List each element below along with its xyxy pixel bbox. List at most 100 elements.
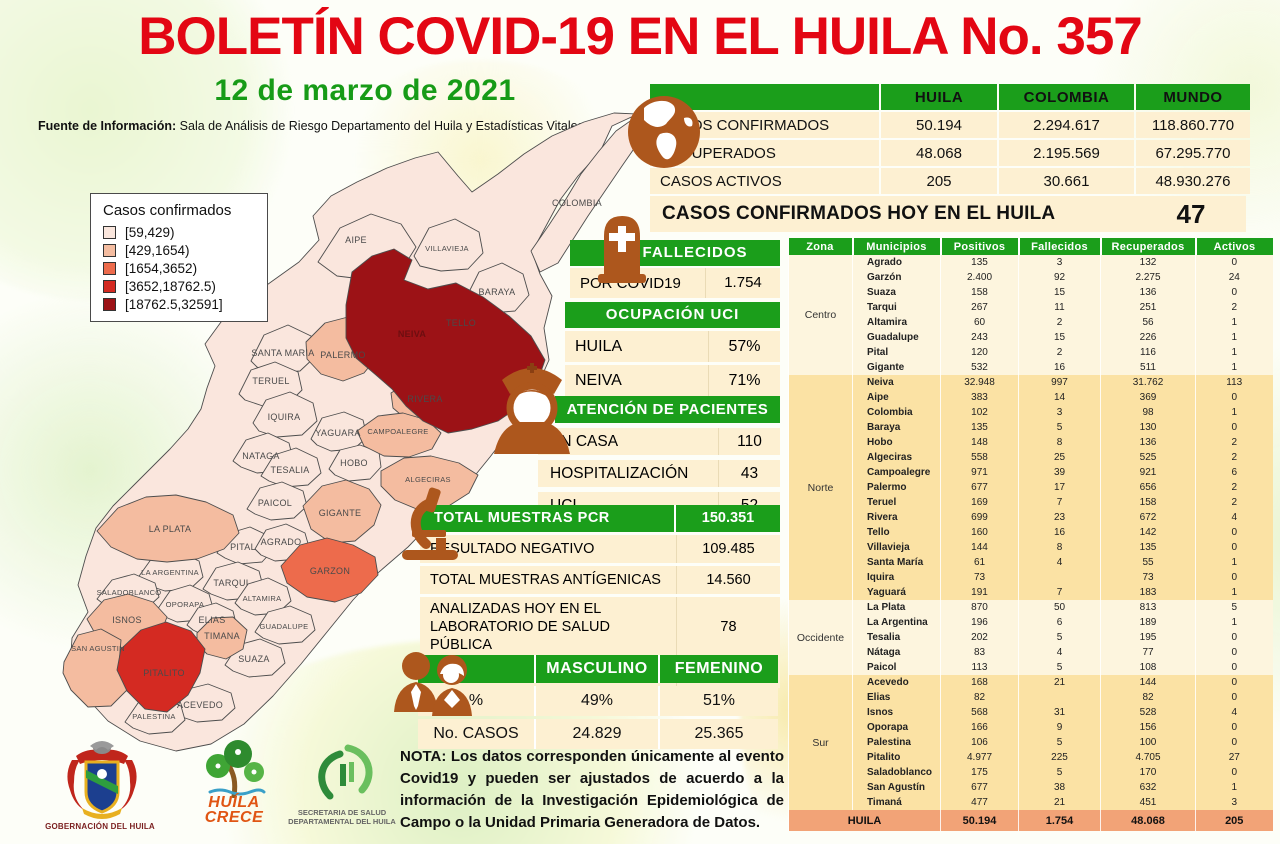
- cell-value: 5: [1018, 765, 1101, 780]
- table-row: Baraya 135 5 130 0: [789, 420, 1273, 435]
- table-row: Gigante 532 16 511 1: [789, 360, 1273, 375]
- cell-value: 0: [1195, 690, 1273, 705]
- cell-value: 1: [1195, 330, 1273, 345]
- cell-value: 369: [1100, 390, 1196, 405]
- cell-value: 2: [1195, 435, 1273, 450]
- legend-range: [59,429): [125, 225, 175, 240]
- today-label: CASOS CONFIRMADOS HOY EN EL HUILA: [662, 203, 1056, 224]
- municipality-name: Oporapa: [852, 720, 941, 735]
- map-label: GIGANTE: [319, 508, 362, 518]
- cell-value: 38: [1018, 780, 1101, 795]
- col-activos: Activos: [1194, 238, 1273, 255]
- municipality-name: Suaza: [852, 285, 941, 300]
- total-activos: 205: [1195, 810, 1273, 831]
- map-region-hobo: [328, 444, 382, 482]
- municipality-name: Rivera: [852, 510, 941, 525]
- cell-value: 189: [1100, 615, 1196, 630]
- cell-value: 243: [940, 330, 1019, 345]
- col-positivos: Positivos: [939, 238, 1019, 255]
- map-label: YAGUARA: [315, 428, 360, 438]
- map-label: NEIVA: [398, 329, 427, 339]
- cell-value: 170: [1100, 765, 1196, 780]
- map-region-tesalia: [260, 447, 322, 488]
- pcr-header-label: TOTAL MUESTRAS PCR: [420, 505, 676, 532]
- cell-value: 102: [940, 405, 1019, 420]
- total-label: HUILA: [788, 810, 941, 831]
- cell-value: 98: [1100, 405, 1196, 420]
- map-label: ALGECIRAS: [405, 475, 451, 484]
- map-region-iquira: [252, 391, 318, 438]
- cell-value: 175: [940, 765, 1019, 780]
- cell-value: 55: [1100, 555, 1196, 570]
- cell-value: 21: [1018, 675, 1101, 690]
- uci-row: NEIVA 71%: [565, 365, 780, 396]
- municipality-name: Tesalia: [852, 630, 941, 645]
- municipality-name: Elias: [852, 690, 941, 705]
- cell-value: 225: [1018, 750, 1101, 765]
- municipality-name: Villavieja: [852, 540, 941, 555]
- map-region-altamira: [234, 577, 292, 616]
- cell-value: 31: [1018, 705, 1101, 720]
- map-label: IQUIRA: [268, 412, 301, 422]
- municipality-name: Tello: [852, 525, 941, 540]
- map-label: PAICOL: [258, 498, 292, 508]
- total-recuperados: 48.068: [1100, 810, 1196, 831]
- cell-value: 8: [1018, 435, 1101, 450]
- table-row: Altamira 60 2 56 1: [789, 315, 1273, 330]
- cell-value: 82: [1100, 690, 1196, 705]
- table-row: Campoalegre 971 39 921 6: [789, 465, 1273, 480]
- map-label: AGRADO: [261, 537, 302, 547]
- cell-value: 202: [940, 630, 1019, 645]
- municipality-name: Santa María: [852, 555, 941, 570]
- gender-table: MASCULINO FEMENINO % 49% 51% No. CASOS 2…: [418, 655, 778, 749]
- note-text: NOTA: Los datos corresponden únicamente …: [400, 748, 784, 831]
- zone-table-body: Centro Agrado 135 3 132 0 Garzón 2.400 92 2.275 24…: [788, 255, 1273, 810]
- table-row: Pitalito 4.977 225 4.705 27: [789, 750, 1273, 765]
- secretaria-line1: SECRETARIA DE SALUD: [297, 808, 387, 817]
- cell-value: 1: [1195, 615, 1273, 630]
- cell-value: 0: [1195, 765, 1273, 780]
- cell-value: 25: [1018, 450, 1101, 465]
- cell-value: 7: [1018, 585, 1101, 600]
- map-label: ACEVEDO: [177, 700, 223, 710]
- cell-value: 15: [1018, 285, 1101, 300]
- table-row: Tesalia 202 5 195 0: [789, 630, 1273, 645]
- cell-value: 677: [940, 480, 1019, 495]
- cell-value: 672: [1100, 510, 1196, 525]
- cell-value: 2: [1018, 345, 1101, 360]
- pcr-label: TOTAL MUESTRAS ANTÍGENICAS: [430, 572, 661, 588]
- municipality-name: Garzón: [852, 270, 941, 285]
- legend-range: [3652,18762.5): [125, 279, 216, 294]
- cell-value: [1018, 690, 1101, 705]
- municipality-name: Palestina: [852, 735, 941, 750]
- legend-title: Casos confirmados: [103, 202, 232, 219]
- cell-value: 116: [1100, 345, 1196, 360]
- map-label: PITAL: [230, 542, 256, 552]
- summary-header-huila: HUILA: [881, 84, 997, 110]
- cell-value: 971: [940, 465, 1019, 480]
- table-header-row: Zona Municipios Positivos Fallecidos Rec…: [788, 238, 1273, 255]
- cell-value: 14: [1018, 390, 1101, 405]
- table-row: Saladoblanco 175 5 170 0: [789, 765, 1273, 780]
- huila-crece-line2: CRECE: [204, 809, 264, 826]
- cell-value: 3: [1195, 795, 1273, 810]
- cell-value: 0: [1195, 525, 1273, 540]
- municipality-name: Timaná: [852, 795, 941, 810]
- zone-name: Sur: [788, 675, 853, 810]
- cell-value: 3: [1018, 255, 1101, 270]
- map-label: TERUEL: [252, 376, 289, 386]
- atencion-label: HOSPITALIZACIÓN: [550, 464, 689, 482]
- map-label: PALESTINA: [132, 712, 175, 721]
- cell-value: 4.705: [1100, 750, 1196, 765]
- gobernacion-del-huila-logo: [67, 741, 137, 819]
- pcr-header: TOTAL MUESTRAS PCR 150.351: [420, 505, 780, 532]
- map-region-garzon: [280, 537, 379, 603]
- table-row: Palermo 677 17 656 2: [789, 480, 1273, 495]
- gobernacion-caption: GOBERNACIÓN DEL HUILA: [45, 822, 155, 831]
- cell-value: 5: [1195, 600, 1273, 615]
- cell-value: 0: [1195, 735, 1273, 750]
- legend-item: [3652,18762.5): [103, 279, 257, 294]
- cell-value: 0: [1195, 720, 1273, 735]
- cell-value: 528: [1100, 705, 1196, 720]
- cell-value: 5: [1018, 630, 1101, 645]
